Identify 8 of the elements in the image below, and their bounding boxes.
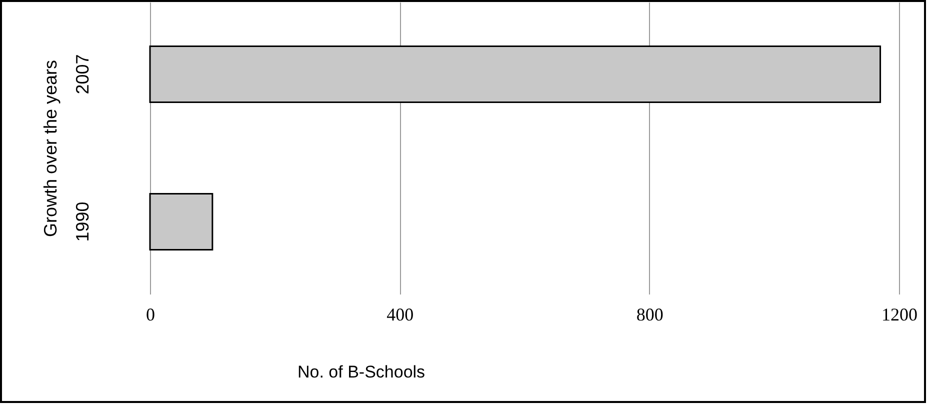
- y-tick-label: 2007: [72, 54, 92, 94]
- y-axis-title: Growth over the years: [40, 60, 60, 238]
- x-tick-label: 800: [636, 304, 664, 324]
- x-tick-label: 0: [146, 304, 155, 324]
- x-axis-title: No. of B-Schools: [298, 362, 426, 382]
- x-tick-label: 1200: [882, 304, 918, 324]
- y-tick-label: 1990: [72, 202, 92, 242]
- x-tick-label: 400: [386, 304, 414, 324]
